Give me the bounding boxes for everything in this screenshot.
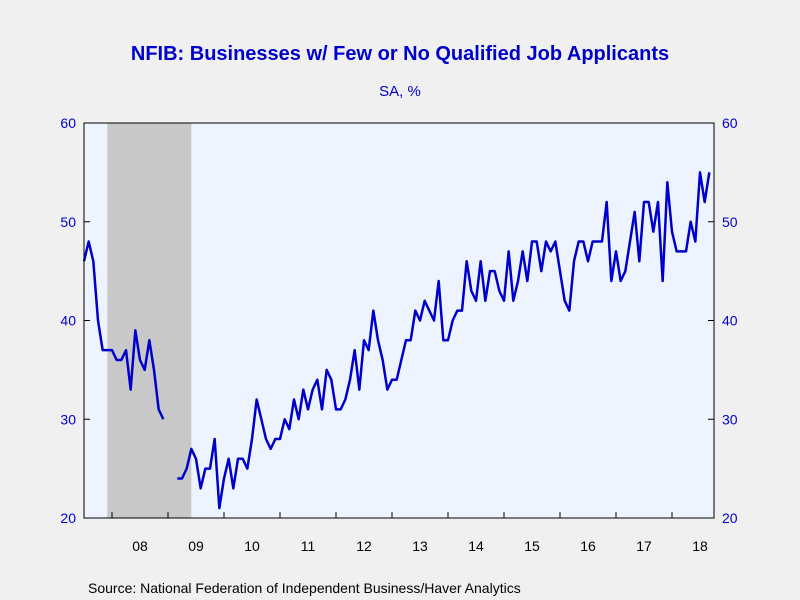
- plot-frame: [83, 122, 715, 519]
- y-axis-right: 20 30 40 50 60: [708, 115, 738, 526]
- y-tick-label-right: 40: [722, 313, 738, 329]
- x-tick-label: 08: [132, 538, 148, 554]
- y-tick-label-left: 30: [60, 411, 76, 427]
- series-line: [82, 240, 165, 420]
- y-tick-label-right: 20: [722, 510, 738, 526]
- x-tick-label: 10: [244, 538, 260, 554]
- chart-subtitle: SA, %: [379, 83, 421, 100]
- recession-shading: [107, 123, 192, 518]
- x-tick-label: 12: [356, 538, 372, 554]
- y-axis-left: 20 30 40 50 60: [60, 115, 90, 526]
- x-tick-label: 17: [636, 538, 652, 554]
- x-tick-label: 09: [188, 538, 204, 554]
- series-line: [177, 171, 711, 510]
- x-tick-label: 13: [412, 538, 428, 554]
- x-tick-label: 14: [468, 538, 484, 554]
- x-axis: 08 09 10 11 12 13 14 15 16 17 18: [111, 512, 708, 554]
- x-tick-label: 15: [524, 538, 540, 554]
- x-tick-label: 18: [692, 538, 708, 554]
- y-tick-label-left: 60: [60, 115, 76, 131]
- y-tick-label-left: 40: [60, 313, 76, 329]
- source-note: Source: National Federation of Independe…: [88, 580, 521, 596]
- y-tick-label-right: 50: [722, 214, 738, 230]
- y-tick-label-left: 50: [60, 214, 76, 230]
- y-tick-label-right: 60: [722, 115, 738, 131]
- x-tick-label: 11: [301, 538, 316, 554]
- y-tick-label-right: 30: [722, 411, 738, 427]
- chart-title: NFIB: Businesses w/ Few or No Qualified …: [131, 43, 669, 65]
- series-lines: [82, 171, 711, 510]
- x-tick-label: 16: [580, 538, 596, 554]
- y-tick-label-left: 20: [60, 510, 76, 526]
